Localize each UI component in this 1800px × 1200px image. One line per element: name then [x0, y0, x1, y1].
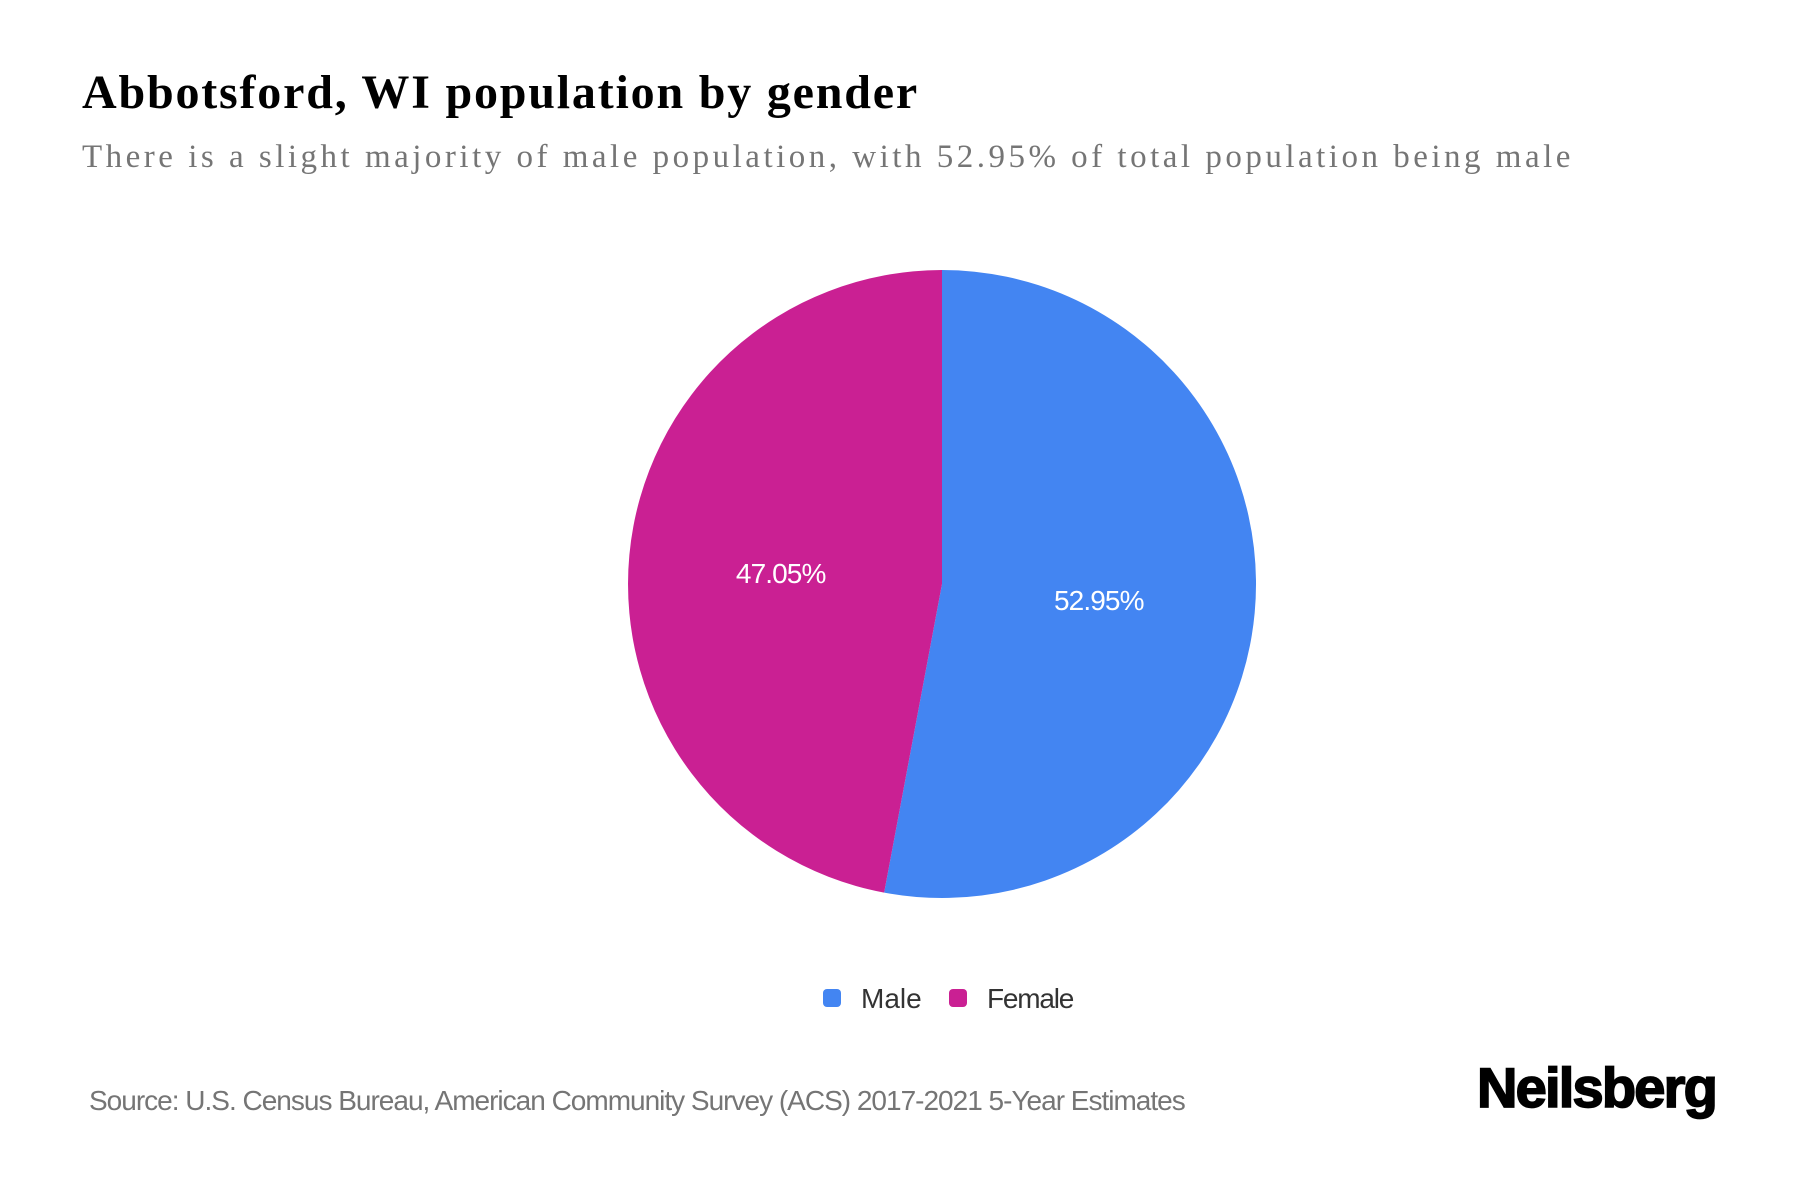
- svg-text:52.95%: 52.95%: [1054, 585, 1144, 616]
- svg-text:47.05%: 47.05%: [736, 558, 826, 589]
